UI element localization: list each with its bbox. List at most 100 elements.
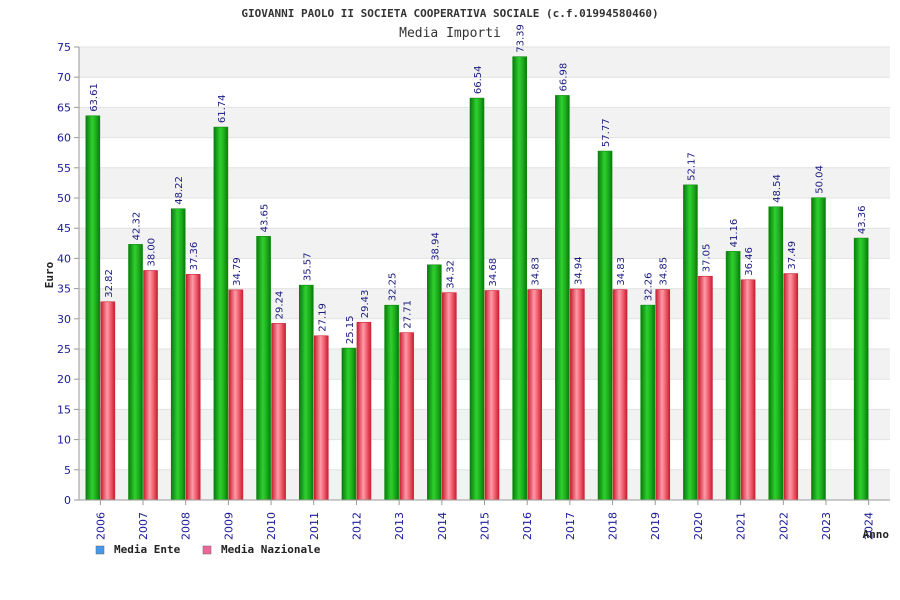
data-label: 38.00	[147, 238, 158, 267]
grid-band	[79, 167, 890, 198]
grid-band	[79, 107, 890, 138]
y-tick-label: 15	[57, 403, 71, 416]
data-label: 25.15	[345, 315, 356, 344]
grid-band	[79, 409, 890, 440]
bar-media-ente	[512, 56, 527, 501]
bar-media-nazionale	[442, 292, 457, 501]
bar-media-ente	[170, 208, 186, 501]
x-tick-label: 2019	[649, 512, 662, 540]
grid-band	[79, 47, 890, 78]
bar-media-nazionale	[100, 301, 116, 501]
bar-media-nazionale	[740, 279, 756, 501]
data-label: 34.32	[445, 260, 456, 289]
y-tick-label: 55	[57, 162, 71, 175]
legend-label-nazionale: Media Nazionale	[221, 543, 321, 556]
grid-bands	[79, 47, 890, 500]
y-tick-label: 5	[64, 464, 71, 477]
y-tick-label: 35	[57, 283, 71, 296]
bar-media-nazionale	[783, 273, 799, 501]
bar-media-nazionale	[143, 270, 158, 501]
data-label: 37.05	[701, 244, 712, 273]
y-tick-label: 70	[57, 71, 71, 84]
bar-media-ente	[341, 347, 357, 501]
bar-media-ente	[768, 206, 784, 501]
bar-media-nazionale	[698, 275, 713, 501]
bar-media-nazionale	[570, 288, 585, 501]
bar-media-ente	[256, 236, 271, 501]
x-tick-labels: 2006 2007 2008 2009 2010 2011 2012 2013 2014 2015…	[94, 500, 876, 540]
y-tick-label: 65	[57, 101, 71, 114]
bar-media-nazionale	[271, 323, 286, 501]
data-label: 27.19	[317, 303, 328, 332]
x-tick-label: 2021	[735, 512, 748, 540]
x-tick-label: 2011	[308, 512, 321, 540]
data-label: 38.94	[430, 232, 441, 261]
y-tick-label: 30	[57, 313, 71, 326]
data-label: 29.24	[275, 291, 286, 320]
bar-media-nazionale	[484, 290, 500, 501]
data-label: 43.36	[857, 205, 868, 234]
bar-media-nazionale	[655, 289, 671, 501]
chart-subtitle: Media Importi	[399, 26, 501, 41]
bar-media-ente	[469, 97, 485, 501]
bar-media-nazionale	[356, 321, 372, 501]
data-label: 57.77	[601, 118, 612, 147]
legend: Media Ente Media Nazionale	[95, 543, 321, 556]
bar-media-ente	[427, 264, 442, 501]
bar-media-ente	[811, 197, 826, 501]
x-tick-label: 2006	[94, 512, 107, 540]
grid-band	[79, 288, 890, 319]
x-tick-label: 2022	[777, 512, 790, 540]
y-tick-label: 60	[57, 132, 71, 145]
data-label: 34.85	[659, 257, 670, 286]
data-label: 37.36	[189, 242, 200, 271]
x-axis-label: Anno	[863, 528, 890, 541]
x-tick-label: 2023	[820, 512, 833, 540]
y-tick-label: 0	[64, 494, 71, 507]
x-tick-label: 2009	[222, 512, 235, 540]
legend-swatch-ente	[95, 545, 105, 555]
y-tick-label: 25	[57, 343, 71, 356]
data-label: 27.71	[403, 300, 414, 329]
y-axis-label: Euro	[43, 261, 56, 288]
legend-label-ente: Media Ente	[114, 543, 181, 556]
data-label: 50.04	[814, 165, 825, 194]
bar-media-nazionale	[313, 335, 329, 501]
data-label: 37.49	[787, 241, 798, 270]
y-tick-label: 40	[57, 252, 71, 265]
bar-media-ente	[128, 244, 143, 501]
bar-media-ente	[725, 251, 741, 501]
bar-media-nazionale	[185, 274, 201, 501]
x-tick-label: 2018	[607, 512, 620, 540]
data-label: 29.43	[360, 290, 371, 319]
bar-media-ente	[853, 237, 869, 501]
x-tick-label: 2013	[393, 512, 406, 540]
bar-media-ente	[555, 95, 570, 501]
data-label: 61.74	[217, 94, 228, 123]
data-label: 66.98	[558, 63, 569, 92]
x-tick-label: 2012	[350, 512, 363, 540]
bar-media-ente	[597, 150, 613, 501]
data-label: 73.39	[516, 24, 527, 53]
bar-media-ente	[85, 115, 101, 501]
data-label: 32.25	[388, 273, 399, 302]
bar-media-ente	[384, 304, 399, 501]
bar-media-nazionale	[612, 289, 628, 501]
data-label: 34.68	[488, 258, 499, 287]
x-tick-label: 2015	[479, 512, 492, 540]
y-tick-label: 20	[57, 373, 71, 386]
data-label: 34.83	[531, 257, 542, 286]
data-labels-group: 63.61 32.82 42.32 38.00 48.22 37.36 61.74 34.79…	[89, 24, 868, 344]
bar-media-ente	[640, 304, 656, 501]
data-label: 41.16	[729, 219, 740, 248]
x-tick-label: 2014	[436, 512, 449, 540]
data-label: 34.83	[616, 257, 627, 286]
legend-swatch-nazionale	[202, 545, 212, 555]
data-label: 48.22	[174, 176, 185, 205]
data-label: 48.54	[772, 174, 783, 203]
bar-media-ente	[298, 284, 314, 501]
data-label: 35.57	[302, 253, 313, 282]
bar-media-ente	[213, 126, 229, 501]
x-tick-label: 2024	[863, 512, 876, 540]
grid-band	[79, 349, 890, 380]
